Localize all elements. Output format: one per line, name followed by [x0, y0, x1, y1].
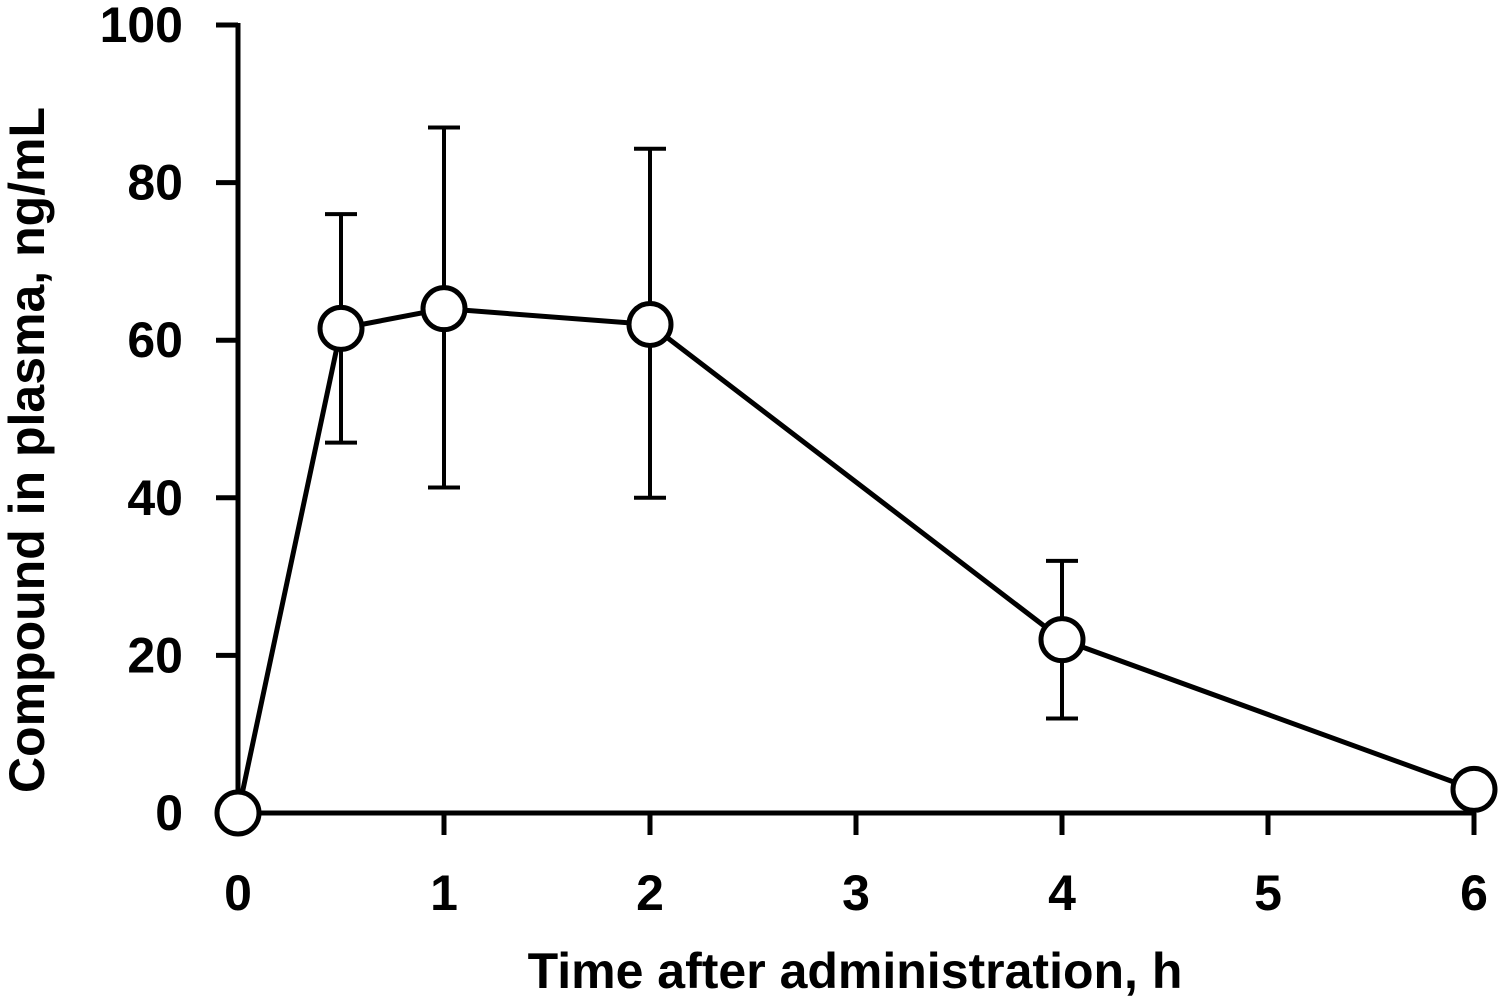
x-tick-label: 3	[842, 865, 870, 921]
data-point	[420, 285, 468, 333]
tick-labels: 0 20 40 60 80 100 0 1 2 3 4 5 6	[100, 0, 1488, 921]
y-tick-label: 100	[100, 0, 183, 53]
series-line	[235, 306, 1475, 814]
y-tick-label: 60	[127, 312, 183, 368]
x-tick-label: 5	[1254, 865, 1282, 921]
data-point	[1038, 616, 1086, 664]
data-point	[214, 789, 262, 837]
data-points	[214, 285, 1498, 837]
data-point	[1450, 765, 1498, 813]
ticks	[216, 22, 1477, 835]
axes	[235, 23, 1476, 816]
data-point	[317, 304, 365, 352]
y-axis-title: Compound in plasma, ng/mL	[0, 107, 55, 793]
x-tick-label: 0	[224, 865, 252, 921]
y-tick-label: 0	[155, 785, 183, 841]
x-axis-title: Time after administration, h	[528, 943, 1183, 997]
series-lines	[235, 306, 1475, 814]
error-bars	[325, 125, 1078, 721]
x-tick-label: 1	[430, 865, 458, 921]
x-tick-label: 2	[636, 865, 664, 921]
x-tick-label: 6	[1460, 865, 1488, 921]
x-tick-label: 4	[1048, 865, 1076, 921]
y-tick-label: 20	[127, 627, 183, 683]
data-point	[626, 300, 674, 348]
y-tick-label: 80	[127, 155, 183, 211]
y-tick-label: 40	[127, 470, 183, 526]
